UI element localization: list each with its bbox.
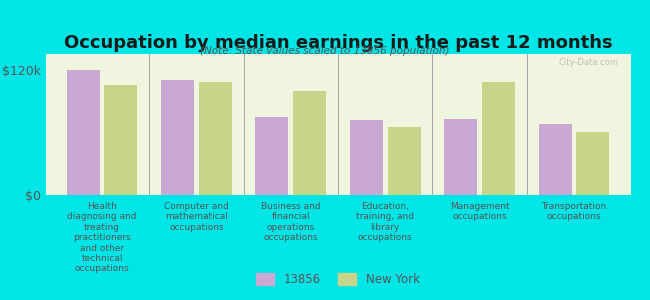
Bar xyxy=(67,70,99,195)
Bar xyxy=(577,132,609,195)
Text: (Note: State values scaled to 13856 population): (Note: State values scaled to 13856 popu… xyxy=(200,46,450,56)
Bar xyxy=(161,80,194,195)
Bar xyxy=(293,91,326,195)
Bar xyxy=(538,124,571,195)
Title: Occupation by median earnings in the past 12 months: Occupation by median earnings in the pas… xyxy=(64,34,612,52)
Bar xyxy=(199,82,232,195)
Bar xyxy=(350,120,383,195)
Bar xyxy=(105,85,138,195)
Bar xyxy=(255,117,289,195)
Bar xyxy=(387,127,421,195)
Bar xyxy=(482,82,515,195)
Legend: 13856, New York: 13856, New York xyxy=(252,268,424,291)
Bar xyxy=(444,119,477,195)
Text: City-Data.com: City-Data.com xyxy=(559,58,619,67)
